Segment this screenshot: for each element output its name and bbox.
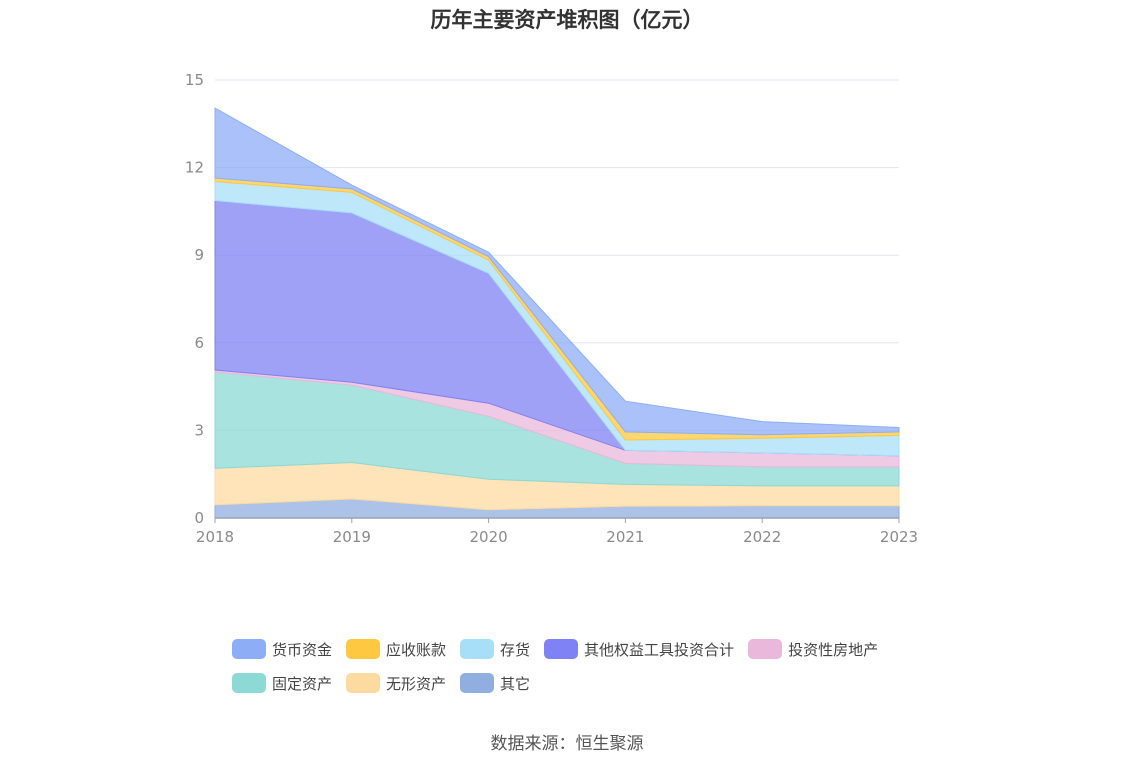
legend-label: 固定资产 <box>272 674 333 693</box>
area-series <box>214 107 900 519</box>
source-note: 数据来源：恒生聚源 <box>490 734 644 754</box>
legend-label: 其他权益工具投资合计 <box>584 640 735 659</box>
legend-swatch <box>544 639 579 659</box>
legend-item[interactable]: 投资性房地产 <box>748 639 878 660</box>
x-tick-label: 2022 <box>743 528 781 546</box>
legend-swatch <box>346 639 381 659</box>
x-tick-label: 2021 <box>606 528 644 546</box>
x-tick-label: 2018 <box>196 528 234 546</box>
stacked-area-chart: 0 3 6 9 12 15 2018 2019 2020 2021 2022 2023 <box>185 71 918 546</box>
legend-swatch <box>460 639 495 659</box>
legend-label: 应收账款 <box>386 640 447 659</box>
y-tick-label: 0 <box>194 509 204 527</box>
area-货币资金 <box>214 107 900 436</box>
y-tick-label: 15 <box>185 71 204 89</box>
y-tick-label: 9 <box>194 246 204 264</box>
axes: 0 3 6 9 12 15 2018 2019 2020 2021 2022 2023 <box>185 71 918 546</box>
legend-label: 无形资产 <box>386 674 447 693</box>
x-tick-label: 2020 <box>470 528 508 546</box>
legend-item[interactable]: 其他权益工具投资合计 <box>544 639 734 660</box>
legend-label: 投资性房地产 <box>788 640 879 659</box>
legend-label: 货币资金 <box>272 640 333 659</box>
legend-label: 存货 <box>500 640 531 659</box>
legend-swatch <box>346 673 381 693</box>
legend-swatch <box>232 639 266 659</box>
y-tick-label: 3 <box>194 421 204 439</box>
y-tick-label: 12 <box>185 159 204 177</box>
legend-row: 货币资金 应收账款 存货 其他权益工具投资合计 投资性房地产 <box>232 632 952 666</box>
legend-swatch <box>748 639 783 659</box>
legend-label: 其它 <box>500 674 531 693</box>
y-tick-label: 6 <box>194 334 204 352</box>
legend: 货币资金 应收账款 存货 其他权益工具投资合计 投资性房地产 固定资产 无形资产 其它 <box>232 632 952 700</box>
legend-swatch <box>232 673 266 693</box>
legend-item[interactable]: 无形资产 <box>346 673 446 694</box>
legend-item[interactable]: 存货 <box>460 639 530 660</box>
legend-item[interactable]: 固定资产 <box>232 673 332 694</box>
legend-swatch <box>460 673 495 693</box>
legend-row: 固定资产 无形资产 其它 <box>232 666 952 700</box>
x-tick-label: 2023 <box>880 528 918 546</box>
legend-item[interactable]: 货币资金 <box>232 639 332 660</box>
chart-title: 历年主要资产堆积图（亿元） <box>430 8 704 32</box>
legend-item[interactable]: 其它 <box>460 673 530 694</box>
x-tick-label: 2019 <box>333 528 371 546</box>
legend-item[interactable]: 应收账款 <box>346 639 446 660</box>
